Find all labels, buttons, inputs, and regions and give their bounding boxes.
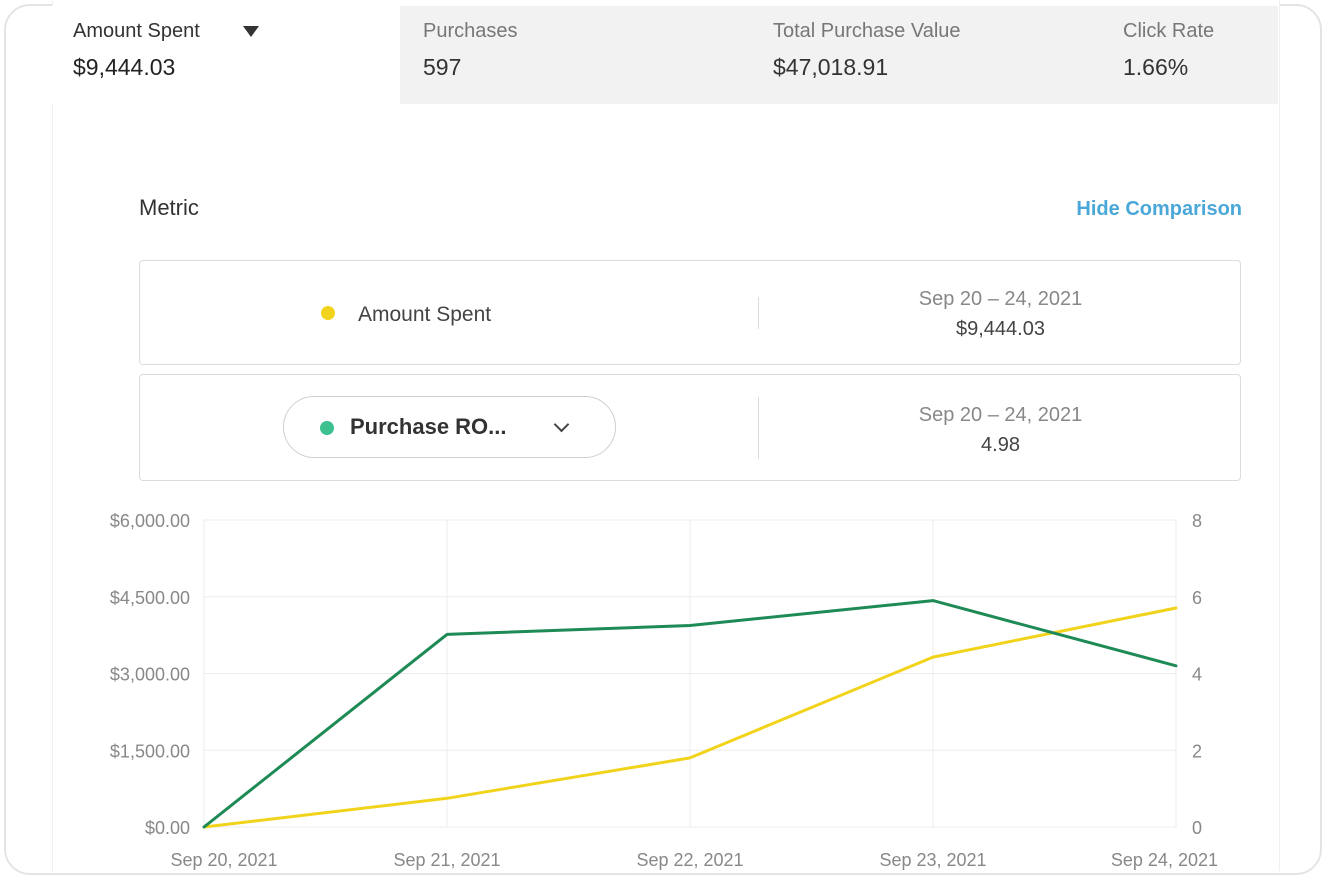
row-divider xyxy=(758,397,759,459)
caret-down-icon[interactable] xyxy=(243,26,259,37)
tab-label: Click Rate xyxy=(1123,20,1215,42)
tab-click-rate[interactable]: Click Rate 1.66% xyxy=(1100,6,1278,104)
date-range: Sep 20 – 24, 2021 xyxy=(918,288,1083,310)
metric-select-dropdown[interactable]: Purchase RO... xyxy=(283,396,616,458)
tab-total-purchase-value[interactable]: Total Purchase Value $47,018.91 xyxy=(750,6,1100,104)
date-range: Sep 20 – 24, 2021 xyxy=(918,404,1083,426)
tab-value: 597 xyxy=(423,54,462,80)
metric-select-label: Purchase RO... xyxy=(350,414,507,439)
tab-value: 1.66% xyxy=(1123,54,1189,80)
metric-row-amount-spent: Amount Spent Sep 20 – 24, 2021 $9,444.03 xyxy=(139,260,1241,365)
tab-value: $47,018.91 xyxy=(773,54,889,80)
metric-label: Amount Spent xyxy=(358,303,492,326)
legend-dot-icon xyxy=(320,421,334,435)
metric-total: $9,444.03 xyxy=(956,318,1045,340)
chevron-down-icon xyxy=(553,416,570,433)
tab-group-inactive: Purchases 597 Total Purchase Value $47,0… xyxy=(400,6,1278,104)
tab-label: Purchases xyxy=(423,20,518,42)
row-divider xyxy=(758,297,759,329)
tab-label: Amount Spent xyxy=(73,20,200,42)
hide-comparison-link[interactable]: Hide Comparison xyxy=(1076,198,1242,220)
tab-purchases[interactable]: Purchases 597 xyxy=(400,6,750,104)
metric-total: 4.98 xyxy=(981,434,1020,456)
legend-dot-icon xyxy=(321,306,335,320)
tab-amount-spent[interactable]: Amount Spent $9,444.03 xyxy=(52,6,400,104)
metric-heading: Metric xyxy=(139,195,199,220)
metric-row-purchase-roas: Purchase RO... Sep 20 – 24, 2021 4.98 xyxy=(139,374,1241,481)
metric-tabs: Amount Spent $9,444.03 Purchases 597 Tot… xyxy=(52,6,1278,104)
tab-value: $9,444.03 xyxy=(73,54,176,80)
tab-label: Total Purchase Value xyxy=(773,20,961,42)
